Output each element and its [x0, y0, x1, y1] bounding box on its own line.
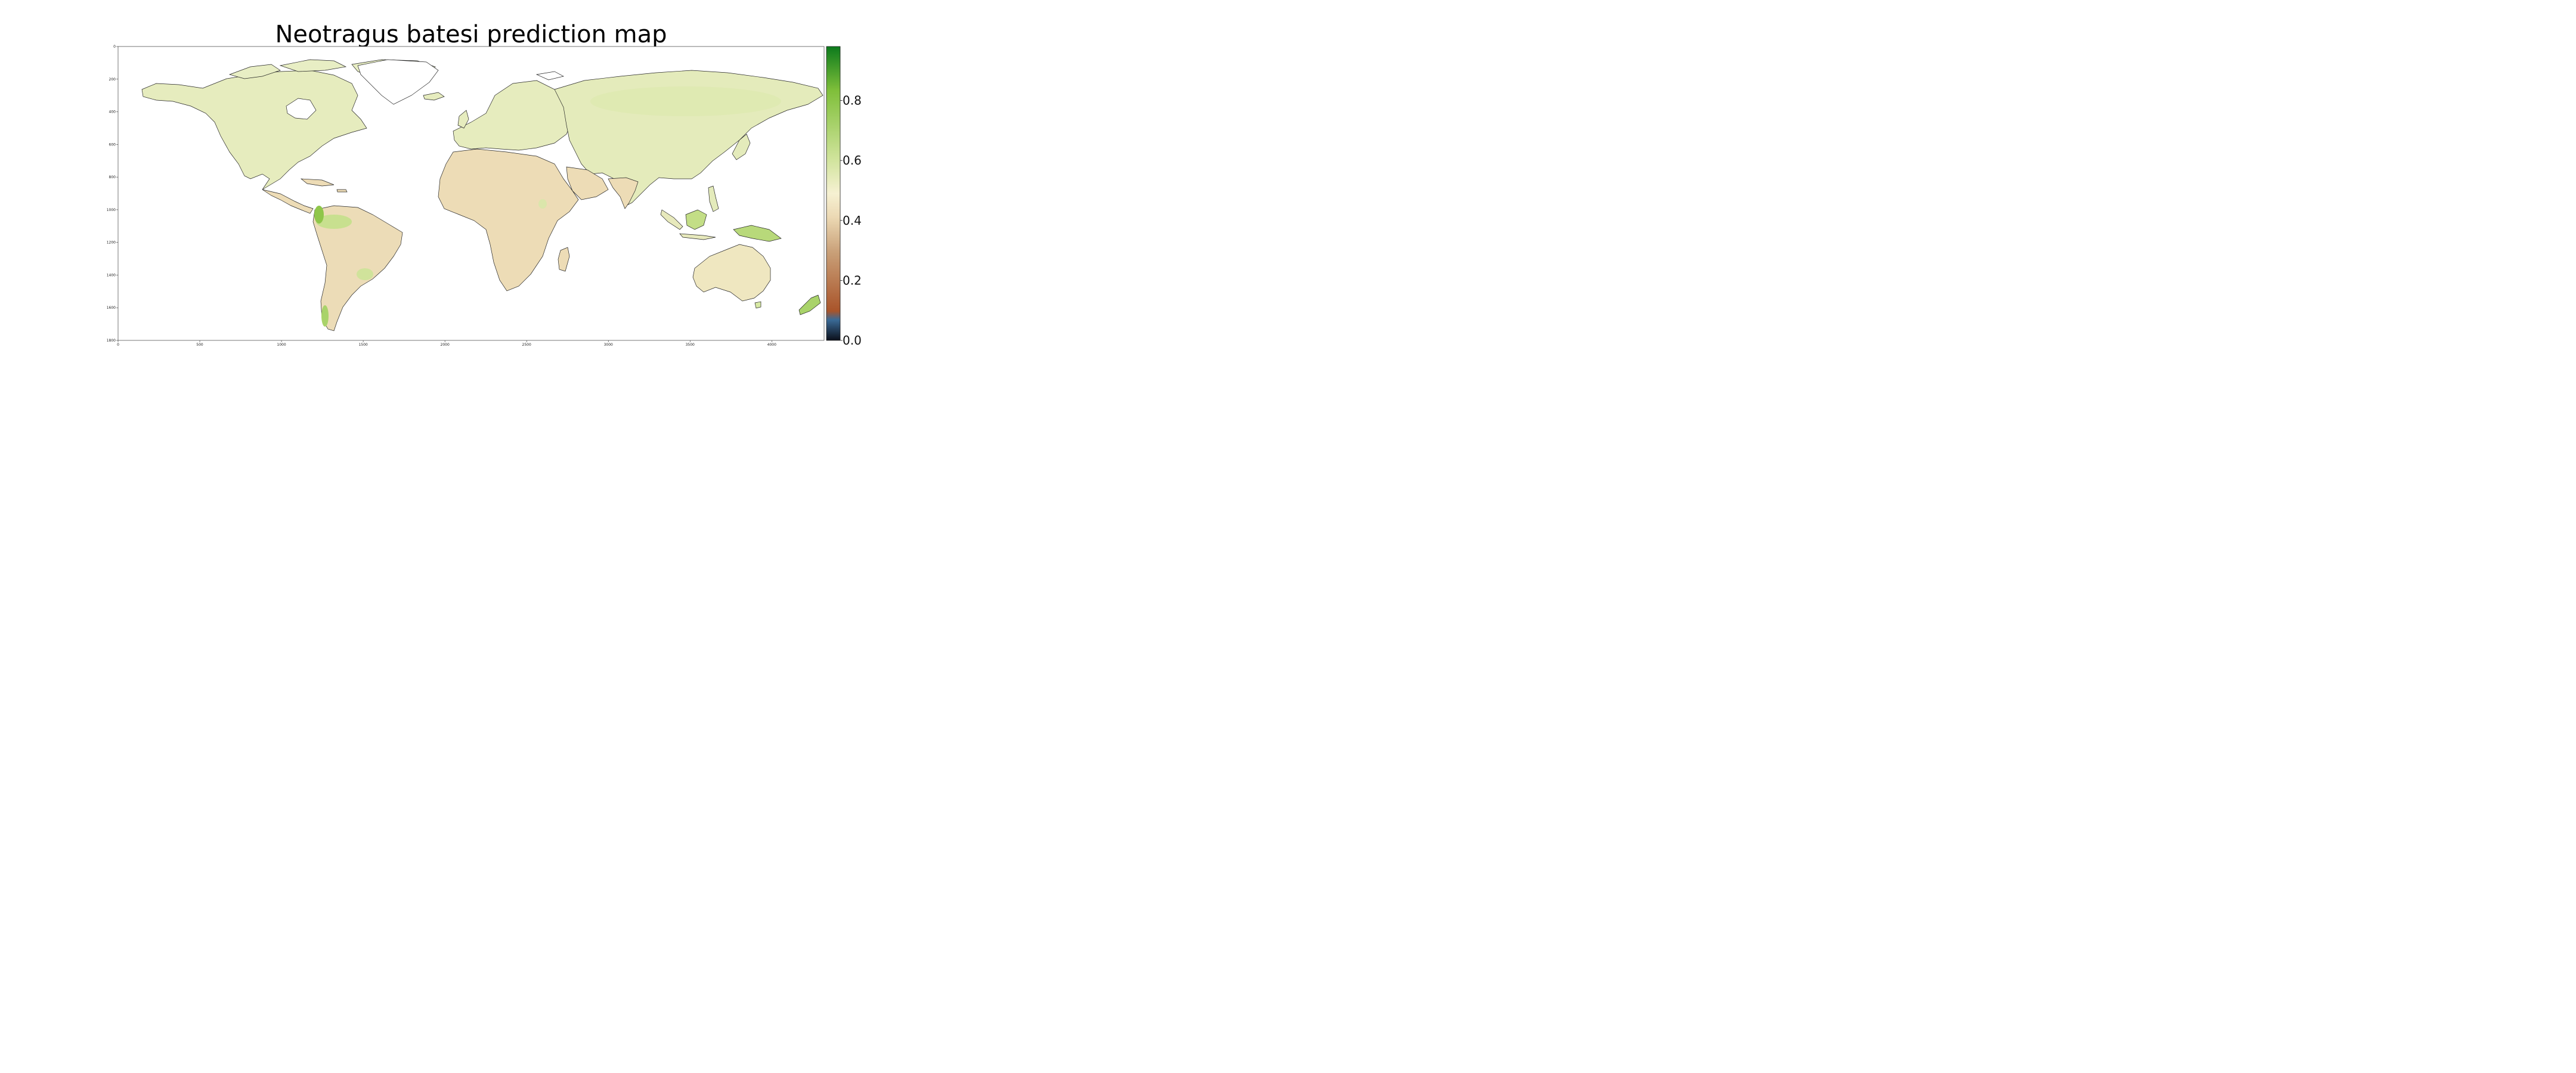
y-tick-label: 200	[109, 77, 116, 82]
y-tick-label: 600	[109, 142, 116, 147]
x-tick-label: 1000	[277, 343, 286, 347]
y-tick-label: 0	[113, 45, 116, 49]
colorbar-tick-label: 0.2	[843, 273, 862, 287]
landmass-svalbard	[535, 71, 564, 80]
landmass-tasmania	[754, 301, 761, 309]
x-axis: 0 500 1000 1500 2000 2500 3000 3500 4000	[117, 340, 776, 347]
landmass-new-zealand	[798, 294, 821, 315]
landmass-iceland	[423, 92, 445, 101]
y-tick-label: 1000	[107, 208, 116, 212]
x-tick-label: 1500	[358, 343, 367, 347]
landmass-central-america	[262, 189, 314, 214]
landmass-north-america	[141, 70, 367, 190]
patch-patagonia	[321, 305, 329, 327]
colorbar-tick-label: 0.4	[843, 213, 862, 228]
x-tick-label: 2500	[522, 343, 531, 347]
y-axis: 0 200 400 600 800 1000 1200 1400 1600 1800	[107, 45, 118, 343]
patch-amazon-west	[316, 215, 352, 229]
patch-brazil-se	[357, 268, 373, 280]
y-tick-label: 400	[109, 110, 116, 114]
landmasses	[141, 59, 823, 331]
y-tick-label: 1600	[107, 306, 116, 310]
x-tick-label: 500	[196, 343, 203, 347]
landmass-south-america	[312, 205, 403, 331]
landmass-sumatra-java	[660, 209, 716, 240]
landmass-australia	[692, 244, 771, 302]
x-tick-label: 3000	[604, 343, 613, 347]
patch-andes	[314, 206, 324, 224]
colorbar-ticks: 0.0 0.2 0.4 0.6 0.8	[840, 94, 862, 348]
y-tick-label: 1400	[107, 273, 116, 277]
landmass-caribbean	[300, 178, 348, 193]
landmass-borneo	[685, 209, 707, 230]
colorbar	[826, 46, 841, 341]
landmass-madagascar	[558, 247, 570, 272]
colorbar-tick-label: 0.0	[843, 333, 862, 348]
landmass-japan	[732, 134, 751, 160]
y-tick-label: 1200	[107, 241, 116, 245]
colorbar-tick-label: 0.6	[843, 153, 862, 168]
x-tick-label: 3500	[686, 343, 695, 347]
patch-africa-central	[538, 199, 547, 209]
colorbar-tick-label: 0.8	[843, 94, 862, 108]
patch-siberia	[590, 86, 781, 116]
landmass-arabia	[566, 166, 609, 200]
landmass-uk	[457, 110, 469, 129]
map-figure: 0 500 1000 1500 2000 2500 3000 3500 4000 0 200 400…	[107, 45, 862, 348]
y-tick-label: 1800	[107, 339, 116, 343]
x-tick-label: 2000	[441, 343, 450, 347]
landmass-philippines	[708, 185, 719, 212]
map-title: Neotragus batesi prediction map	[275, 21, 667, 48]
landmass-greenland	[357, 59, 439, 105]
landmass-hudson-bay	[286, 98, 317, 120]
y-tick-label: 800	[109, 175, 116, 179]
landmass-europe	[453, 80, 573, 151]
x-tick-label: 0	[117, 343, 119, 347]
landmass-new-guinea	[733, 225, 782, 242]
x-tick-label: 4000	[767, 343, 776, 347]
landmass-africa	[438, 148, 579, 291]
landmass-india	[608, 177, 639, 209]
